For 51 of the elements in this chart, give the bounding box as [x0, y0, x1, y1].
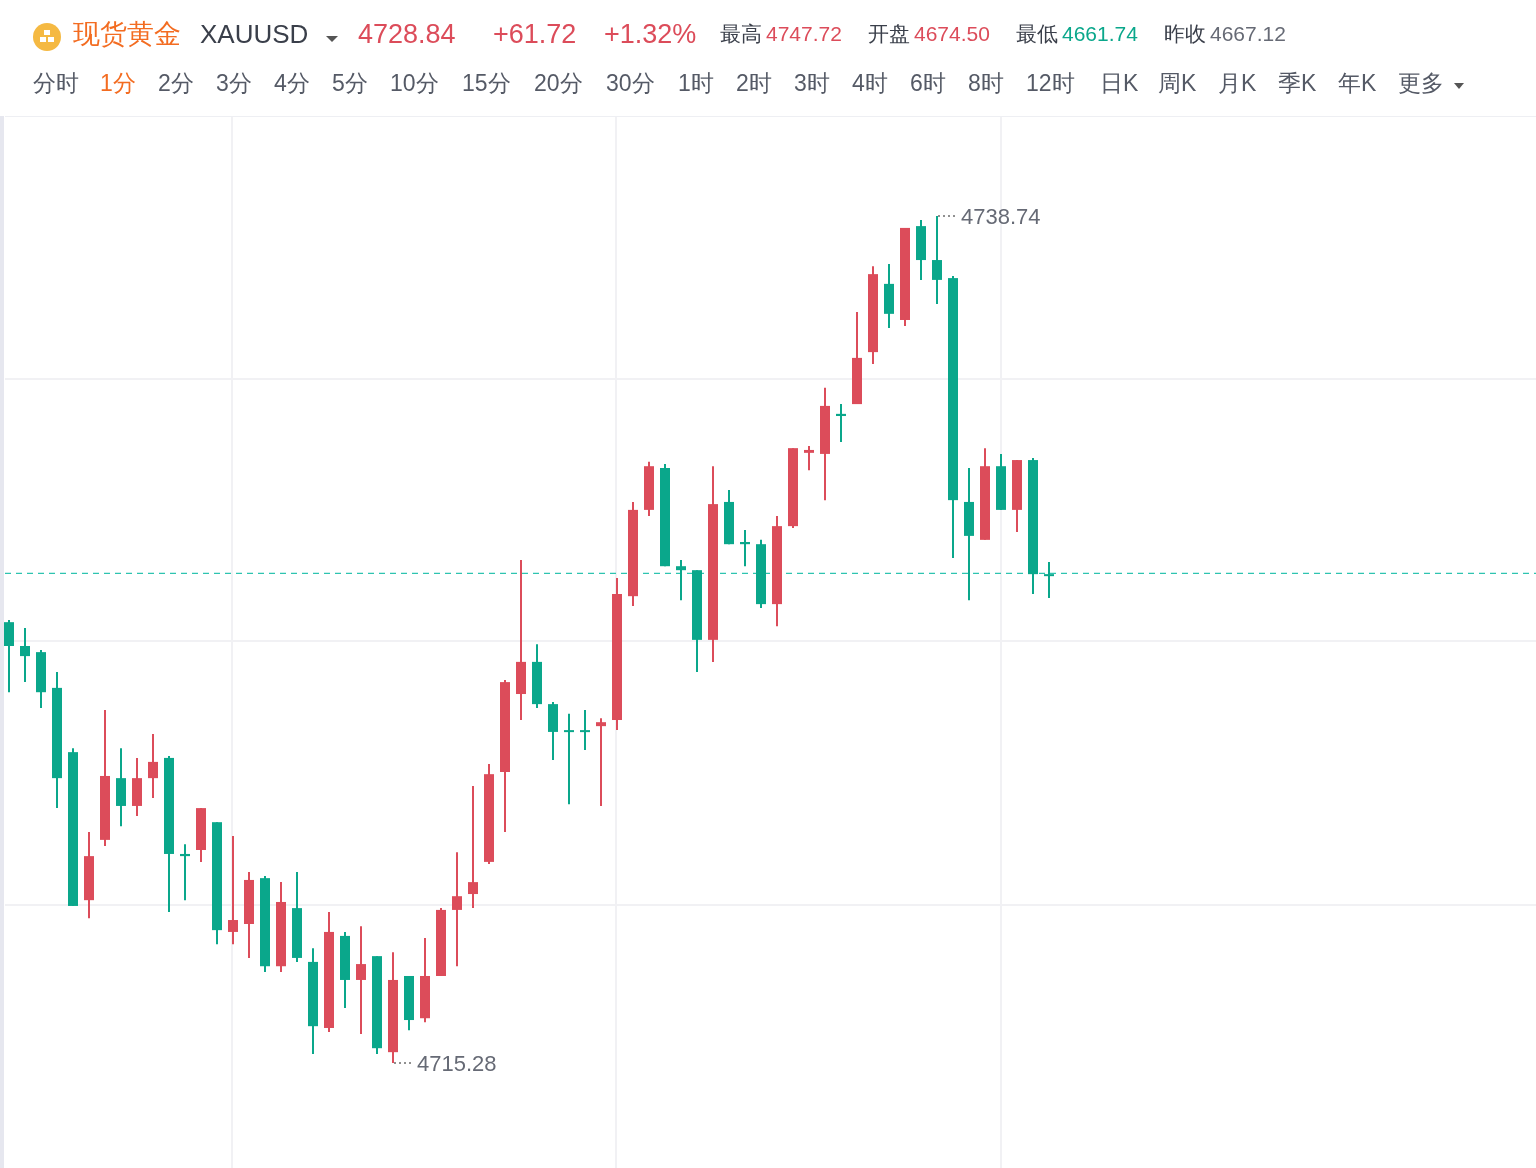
candlestick	[20, 626, 30, 684]
candlestick	[1044, 560, 1054, 599]
candlestick	[452, 851, 462, 968]
text: 4时	[852, 70, 888, 96]
candlestick	[740, 529, 750, 568]
candlestick	[4, 619, 14, 694]
text: 2分	[158, 70, 194, 96]
text: 最低 4661.74	[1016, 22, 1139, 45]
text: 昨收 4667.12	[1164, 22, 1286, 45]
text: 开盘 4674.50	[868, 22, 990, 45]
text: 更多	[1398, 70, 1444, 96]
text: 3时	[794, 70, 830, 96]
text: 周K	[1158, 70, 1197, 96]
candlestick	[580, 708, 590, 751]
candlestick	[564, 712, 574, 806]
text: 分时	[33, 70, 79, 96]
candlestick	[148, 733, 158, 799]
text: 5分	[332, 70, 368, 96]
candlestick	[836, 403, 846, 444]
text: 20分	[534, 70, 583, 96]
text: 最高 4747.72	[720, 22, 842, 45]
text: 15分	[462, 70, 511, 96]
annotation: 4715.28	[417, 1051, 497, 1076]
text: 1时	[678, 70, 714, 96]
text: 季K	[1278, 70, 1317, 96]
annotation: 4738.74	[961, 204, 1041, 229]
text: +1.32%	[604, 19, 697, 49]
chart-title: 现货黄金	[73, 19, 181, 49]
text: 4728.84	[358, 19, 456, 49]
text: 2时	[736, 70, 772, 96]
text: 8时	[968, 70, 1004, 96]
text: +61.72	[493, 19, 577, 49]
text: 3分	[216, 70, 252, 96]
candlestick	[228, 834, 238, 946]
candlestick	[596, 717, 606, 807]
candlestick	[676, 559, 686, 602]
text: 月K	[1218, 70, 1257, 96]
text: 4分	[274, 70, 310, 96]
text: 年K	[1338, 70, 1377, 96]
candlestick	[356, 925, 366, 1036]
candlestick	[468, 785, 478, 910]
text: 10分	[390, 70, 439, 96]
text: 日K	[1100, 70, 1139, 96]
chart-subtitle: XAUUSD	[200, 19, 309, 49]
text: 30分	[606, 70, 655, 96]
text: 1分	[100, 70, 136, 96]
text: 12时	[1026, 70, 1075, 96]
candlestick	[932, 215, 942, 306]
text: 6时	[910, 70, 946, 96]
candlestick	[180, 843, 190, 902]
candlestick	[804, 444, 814, 472]
